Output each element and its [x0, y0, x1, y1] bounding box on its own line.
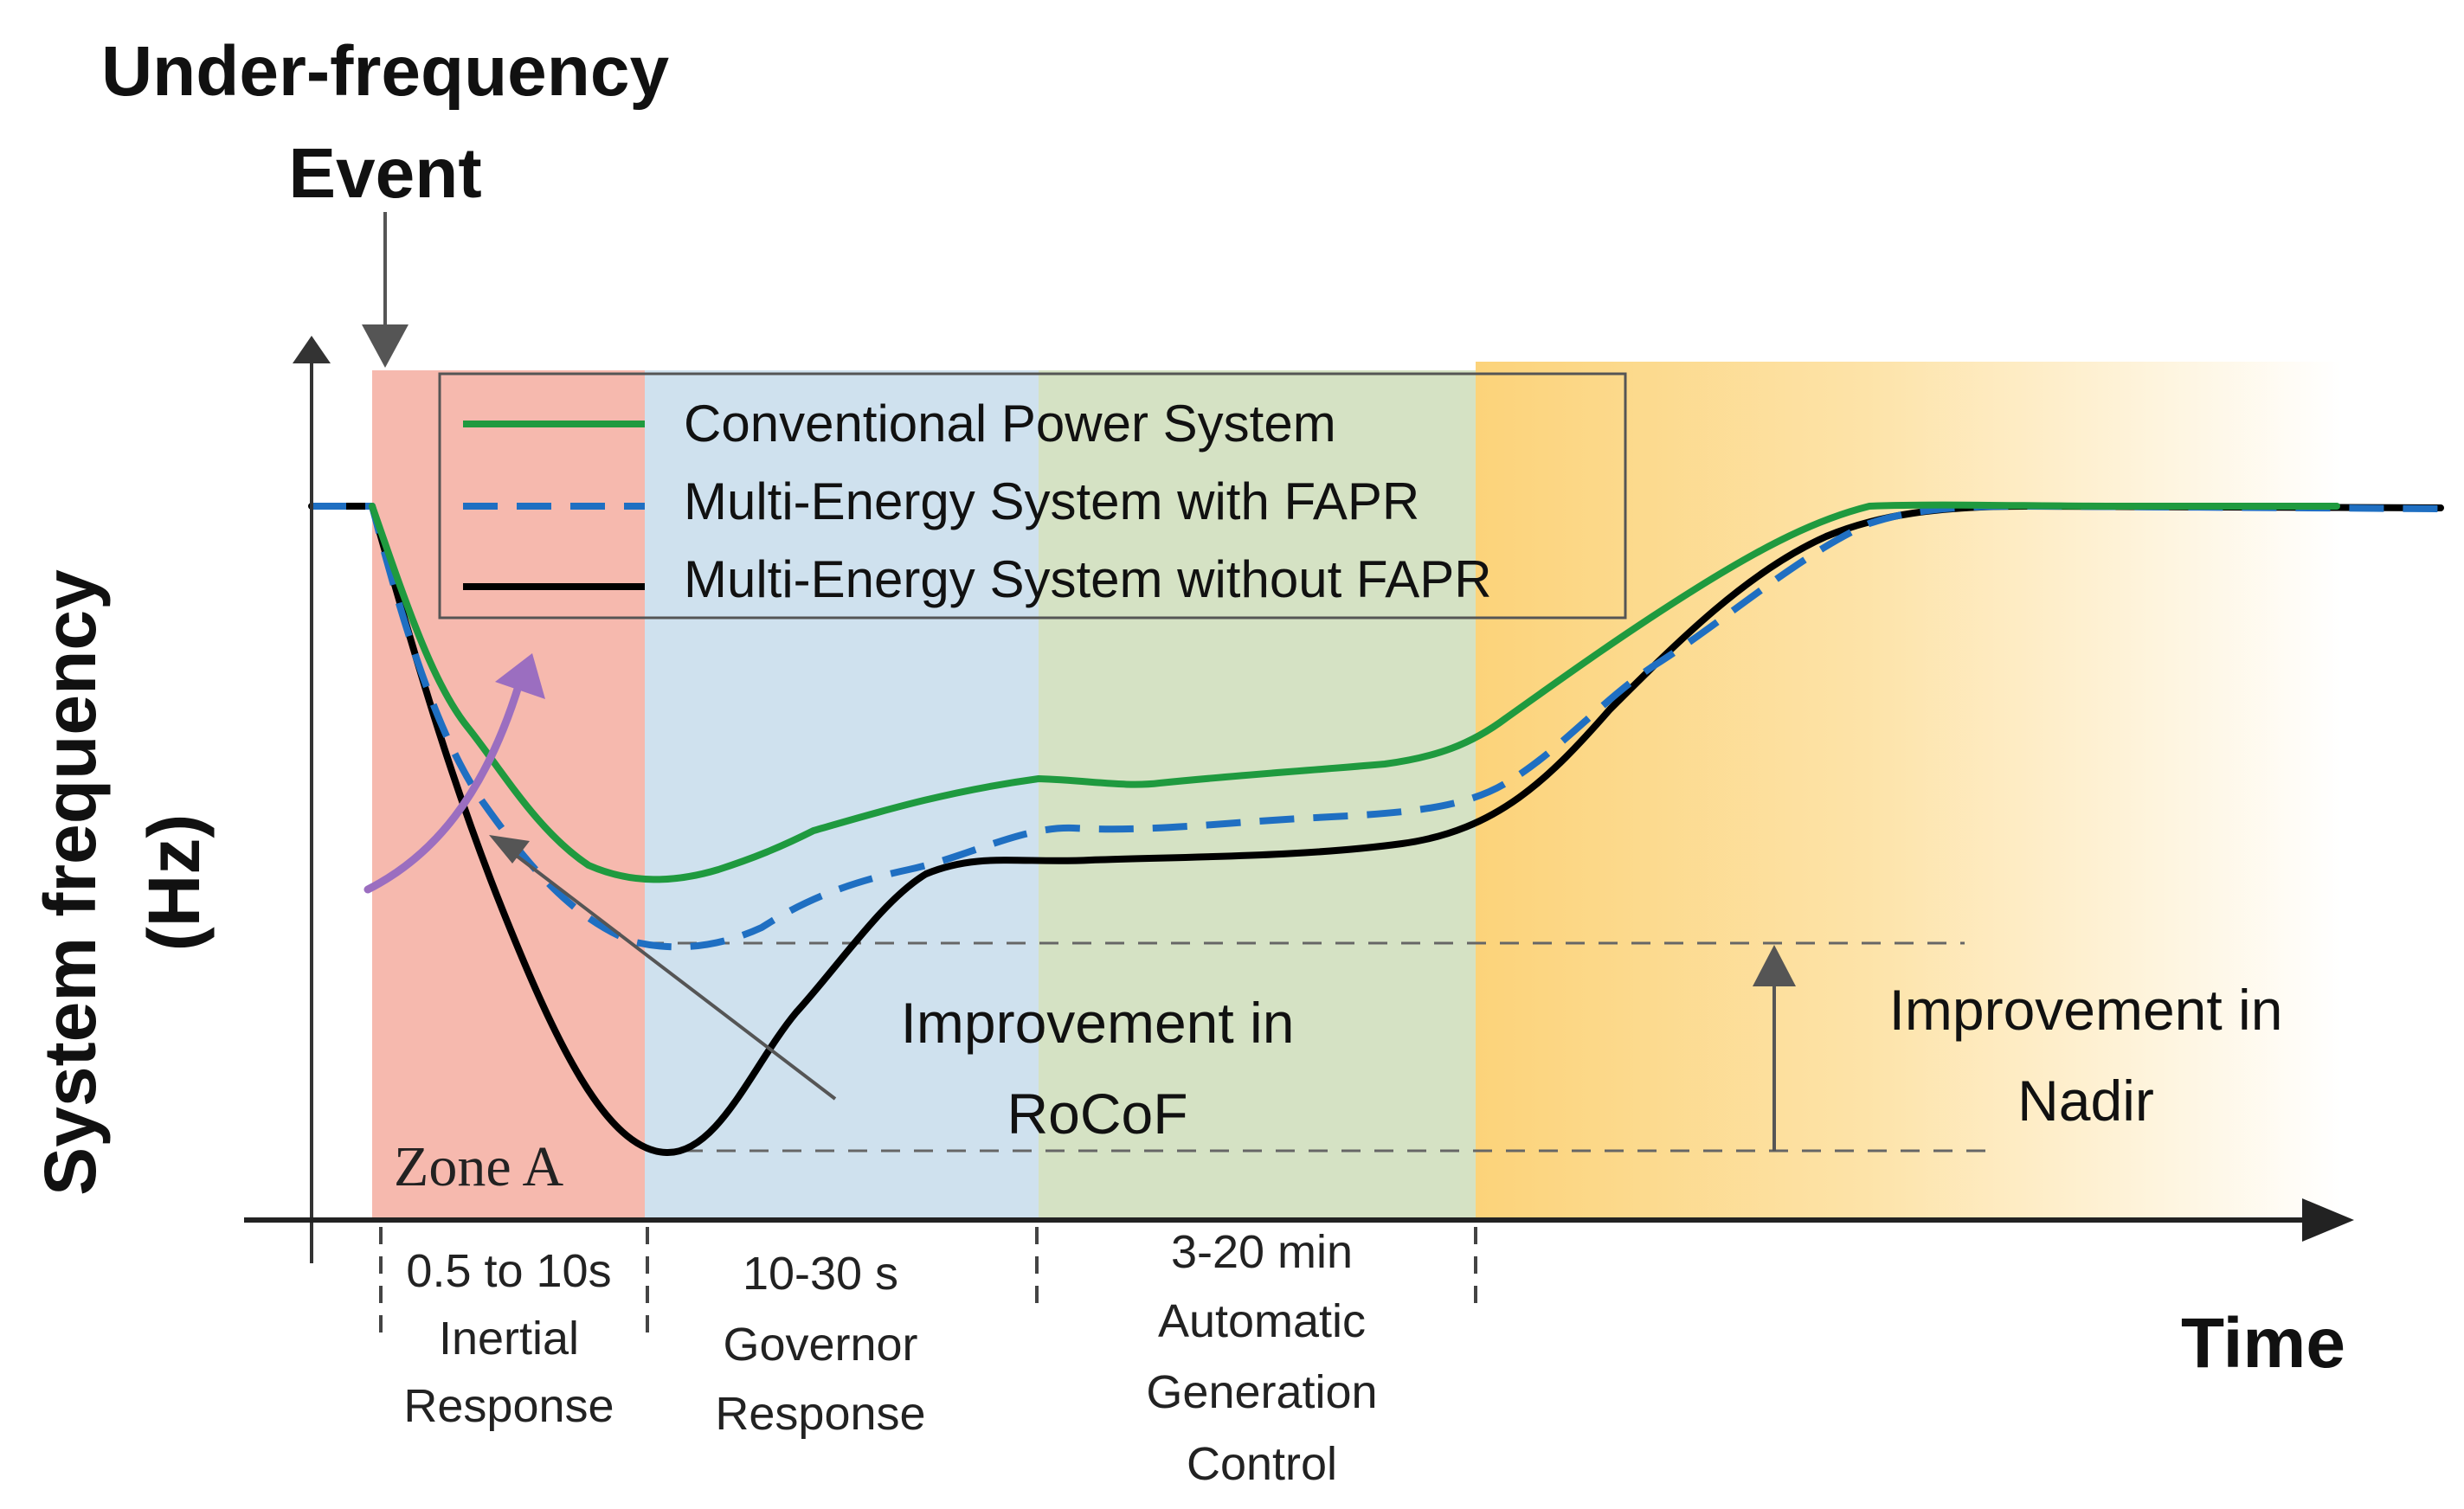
legend-label-without-fapr: Multi-Energy System without FAPR [684, 550, 1492, 608]
x-axis-label: Time [2181, 1304, 2345, 1383]
event-title-line2: Event [288, 134, 481, 213]
nadir-annotation-line1: Improvement in [1889, 978, 2283, 1042]
zone-governor-line2: Governor [723, 1319, 917, 1371]
rocof-pointer-head [489, 835, 530, 864]
y-axis-label-line1: System frequency [29, 569, 111, 1196]
y-axis-arrowhead [293, 336, 331, 363]
zone-agc-line2: Automatic [1158, 1295, 1366, 1347]
improvement-arrow-curve [363, 679, 524, 894]
nadir-arrow-head [1753, 945, 1796, 986]
improvement-arrow-head [495, 653, 545, 699]
zone-governor-line3: Response [715, 1388, 925, 1440]
event-arrow-head [362, 324, 409, 368]
legend-label-conventional: Conventional Power System [684, 395, 1336, 453]
event-title-line1: Under-frequency [101, 32, 670, 111]
zone-inertial-line2: Inertial [439, 1313, 579, 1365]
y-axis-label-line2: (Hz) [133, 814, 215, 952]
rocof-annotation-line1: Improvement in [901, 991, 1295, 1055]
zone-agc-line4: Control [1187, 1438, 1337, 1490]
zone-a-label: Zone A [394, 1135, 563, 1198]
curve-conventional [369, 501, 2340, 883]
rocof-annotation-line2: RoCoF [1007, 1082, 1187, 1146]
zone-governor-line1: 10-30 s [743, 1248, 898, 1300]
curve-without-fapr [308, 503, 2444, 1157]
zone-agc-band [1039, 370, 1476, 1220]
y-axis-label-group: System frequency (Hz) [29, 569, 215, 1196]
zone-tertiary-band [1476, 362, 2341, 1220]
x-axis-arrowhead [2302, 1198, 2354, 1242]
legend-box [438, 372, 1627, 620]
rocof-pointer-line [505, 846, 837, 1101]
zone-inertial-line3: Response [403, 1380, 614, 1432]
zone-inertial-band [372, 370, 645, 1220]
legend-label-with-fapr: Multi-Energy System with FAPR [684, 472, 1419, 530]
zone-agc-line1: 3-20 min [1171, 1226, 1353, 1278]
zone-governor-band [645, 370, 1039, 1220]
zone-inertial-line1: 0.5 to 10s [406, 1245, 611, 1297]
zone-agc-line3: Generation [1146, 1366, 1377, 1418]
nadir-annotation-line2: Nadir [2017, 1069, 2154, 1133]
